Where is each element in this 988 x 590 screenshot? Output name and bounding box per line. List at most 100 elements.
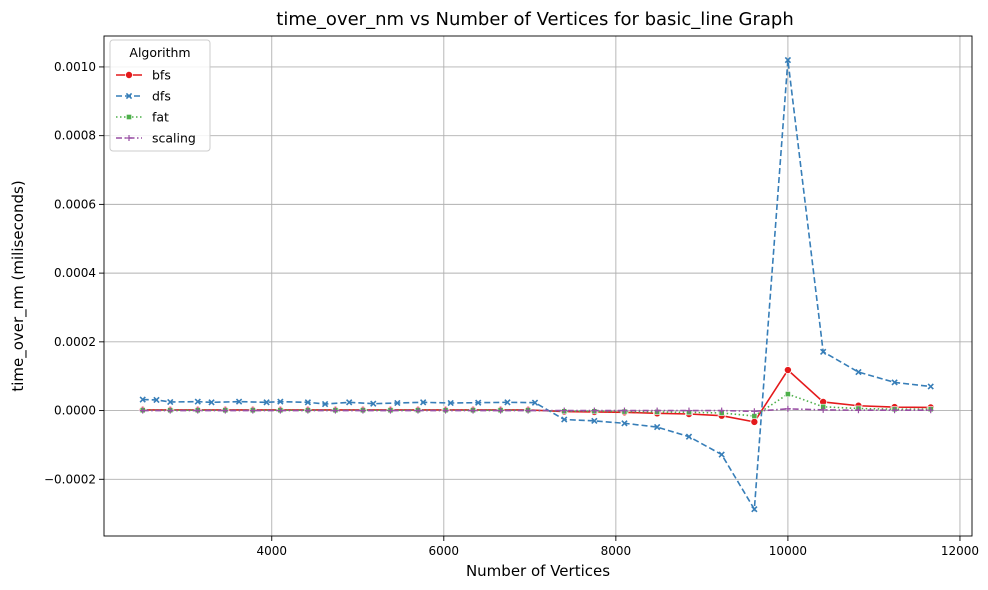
legend-title: Algorithm [129,45,190,60]
data-point [321,400,329,408]
data-point [855,407,862,414]
data-point [222,407,229,414]
data-point [783,366,792,375]
data-point [685,407,692,414]
data-point [525,407,532,414]
data-point [621,407,628,414]
series-layer [138,56,935,513]
data-point [561,416,568,423]
data-point [855,368,862,376]
data-point [591,407,598,414]
y-tick-label: 0.0010 [54,60,96,74]
data-point [621,420,628,427]
data-point [447,399,454,407]
x-tick-label: 12000 [941,544,979,558]
data-point [126,114,132,120]
data-point [751,506,758,513]
data-point [414,407,421,414]
data-point [263,399,270,406]
data-point [561,407,568,414]
data-point [685,433,693,440]
data-point [153,396,160,404]
data-point [394,399,401,407]
data-point [750,417,759,426]
series-dfs [139,56,934,513]
data-point [654,407,661,414]
y-tick-label: 0.0002 [54,335,96,349]
data-point [820,406,827,413]
legend-entry-scaling: scaling [116,131,196,146]
data-point [718,407,725,414]
data-point [277,398,284,405]
data-point [167,407,174,414]
chart-title: time_over_nm vs Number of Vertices for b… [276,9,793,30]
x-axis-label: Number of Vertices [466,562,610,580]
data-point [927,383,934,390]
data-point [891,379,898,386]
legend-entry-dfs: dfs [116,89,171,104]
legend-entry-bfs: bfs [116,68,171,83]
data-point [419,399,427,406]
data-point [249,407,256,414]
legend: Algorithm bfs dfs fat scaling [109,39,211,152]
data-point [359,407,366,414]
y-tick-label: 0.0006 [54,197,96,211]
plot-frame [103,35,973,537]
data-point [304,407,311,414]
data-point [891,407,898,414]
data-point [785,391,791,397]
data-point [820,348,827,355]
legend-label: scaling [152,131,196,146]
y-tick-label: 0.0004 [54,266,96,280]
data-point [304,399,312,406]
data-point [194,398,201,405]
data-point [718,451,725,458]
data-point [497,407,504,414]
data-point [125,92,133,100]
y-tick-label: 0.0000 [54,404,96,418]
data-point [332,407,339,414]
data-point [470,407,477,414]
data-point [751,408,758,415]
legend-entries: bfs dfs fat scaling [116,68,196,146]
data-point [277,407,284,414]
data-point [531,399,539,406]
x-tick-label: 10000 [769,544,807,558]
legend-label: fat [152,110,169,125]
data-point [442,407,449,414]
data-point [504,399,511,406]
y-axis-label: time_over_nm (miliseconds) [9,180,28,391]
data-point [126,135,132,141]
legend-label: dfs [152,89,171,104]
data-point [346,399,353,406]
y-tick-label: 0.0008 [54,129,96,143]
legend-label: bfs [152,68,171,83]
data-point [387,407,394,414]
data-point [167,398,174,406]
series-line-scaling [142,408,931,413]
data-point [784,56,792,64]
data-point [370,400,377,407]
x-tick-label: 4000 [256,544,287,558]
data-point [139,396,146,403]
data-point [927,407,934,414]
y-axis-ticks: −0.0002 0.0000 0.0002 0.0004 0.0006 0.0008 0.0… [44,60,104,486]
data-point [194,407,201,414]
legend-entry-fat: fat [116,110,169,125]
data-point [235,398,243,405]
data-point [784,405,791,412]
legend-box [109,39,211,152]
x-tick-label: 8000 [601,544,632,558]
data-point [475,399,482,406]
data-point [125,71,134,80]
series-line-dfs [142,59,931,512]
series-scaling [139,405,934,415]
data-point [591,417,598,425]
x-tick-label: 6000 [429,544,460,558]
x-axis-ticks: 4000 6000 8000 10000 12000 [256,536,979,558]
y-tick-label: −0.0002 [44,472,96,486]
data-point [208,399,215,406]
data-point [139,407,146,414]
data-point [653,423,661,431]
